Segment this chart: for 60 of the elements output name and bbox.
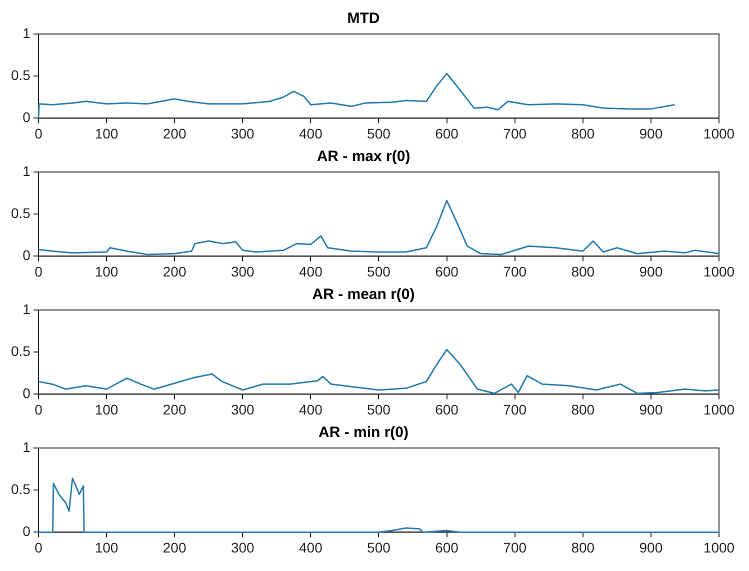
x-tick-label: 0 [34,125,43,142]
x-tick-label: 100 [94,125,118,142]
x-tick-label: 500 [367,125,391,142]
y-tick-label: 0.5 [10,66,31,83]
y-tick-label: 0.5 [10,342,31,359]
chart-title: AR - mean r(0) [312,286,415,304]
x-tick-label: 300 [230,539,255,556]
x-tick-label: 200 [162,401,186,418]
y-tick-label: 1 [22,300,31,317]
chart-title: AR - min r(0) [318,424,409,442]
x-tick-label: 100 [94,539,118,556]
x-tick-label: 0 [34,539,43,556]
x-tick-label: 800 [571,263,595,280]
y-tick-label: 0 [22,385,31,402]
chart-title: AR - max r(0) [316,148,410,166]
x-tick-label: 1000 [703,401,735,418]
x-tick-label: 500 [367,263,391,280]
x-tick-label: 1000 [703,263,735,280]
y-tick-label: 0.5 [10,480,31,497]
x-tick-label: 500 [367,401,391,418]
x-tick-label: 600 [435,263,459,280]
y-tick-label: 1 [22,24,31,41]
x-tick-label: 200 [162,125,186,142]
x-tick-label: 800 [571,539,595,556]
x-tick-label: 600 [435,125,459,142]
x-tick-label: 500 [367,539,391,556]
x-tick-label: 200 [162,263,186,280]
y-tick-label: 0 [22,109,31,126]
x-tick-label: 700 [503,125,527,142]
x-tick-label: 700 [503,539,527,556]
y-tick-label: 0.5 [10,204,31,221]
x-tick-label: 300 [230,401,255,418]
x-tick-label: 0 [34,263,43,280]
y-tick-label: 0 [22,247,31,264]
x-tick-label: 100 [94,401,118,418]
chart-title: MTD [347,10,380,28]
x-tick-label: 700 [503,263,527,280]
x-tick-label: 0 [34,401,43,418]
y-tick-label: 0 [22,523,31,540]
x-tick-label: 300 [230,263,255,280]
x-tick-label: 900 [639,125,663,142]
x-tick-label: 400 [298,401,323,418]
y-tick-label: 1 [22,438,31,455]
x-tick-label: 400 [298,125,323,142]
x-tick-label: 400 [298,263,323,280]
x-tick-label: 100 [94,263,118,280]
x-tick-label: 300 [230,125,255,142]
x-tick-label: 1000 [703,125,735,142]
x-tick-label: 600 [435,401,459,418]
x-tick-label: 900 [639,539,663,556]
x-tick-label: 900 [639,401,663,418]
x-tick-label: 900 [639,263,663,280]
x-tick-label: 600 [435,539,459,556]
x-tick-label: 800 [571,401,595,418]
x-tick-label: 800 [571,125,595,142]
x-tick-label: 700 [503,401,527,418]
x-tick-label: 400 [298,539,323,556]
x-tick-label: 1000 [703,539,735,556]
x-tick-label: 200 [162,539,186,556]
y-tick-label: 1 [22,162,31,179]
